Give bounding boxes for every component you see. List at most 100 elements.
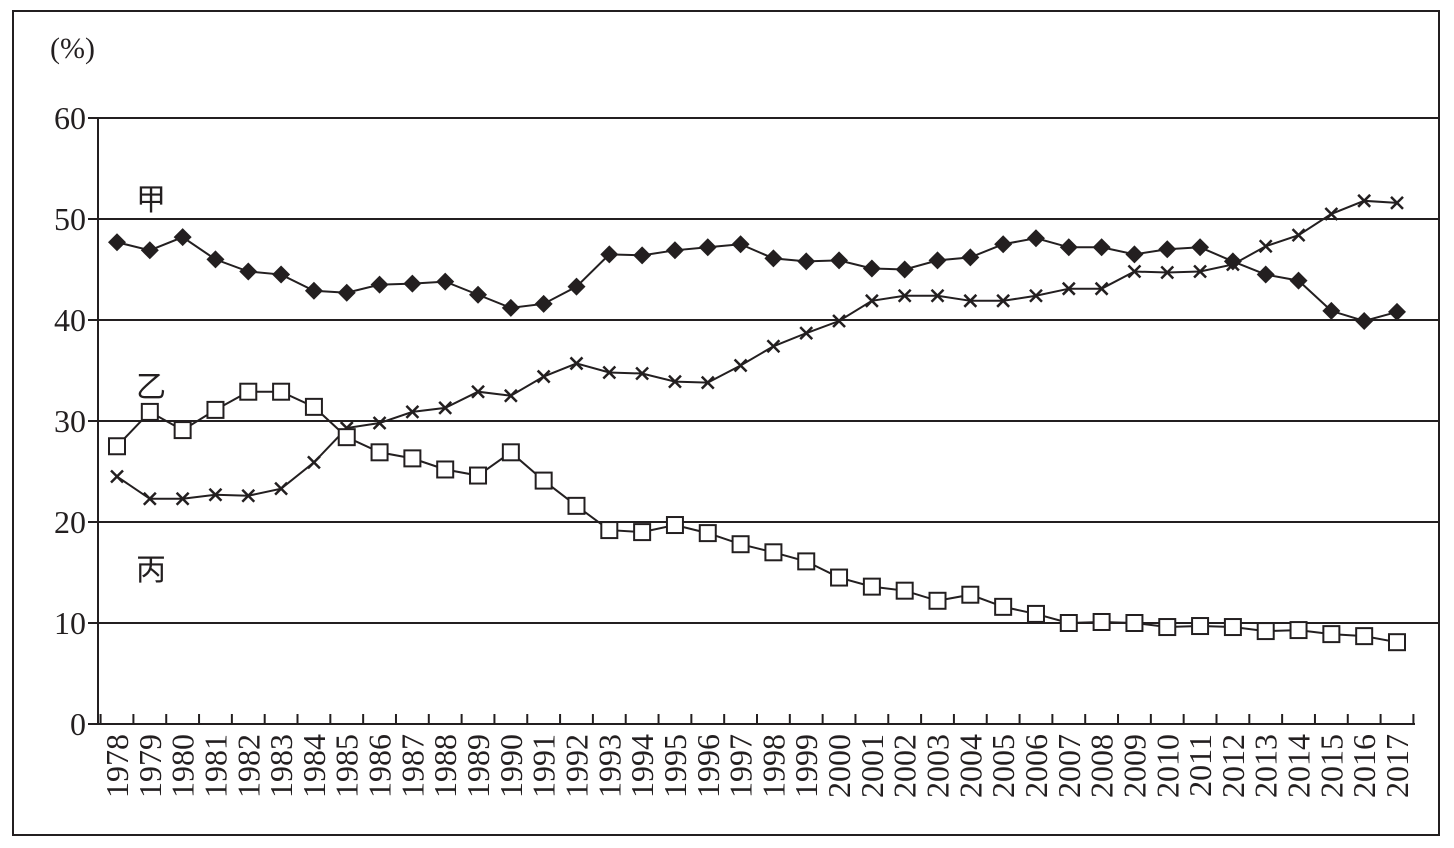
data-point-series3-2009 (1125, 614, 1144, 632)
x-tick-label-2005: 2005 (985, 734, 1021, 798)
data-point-series1-1979 (140, 241, 159, 260)
data-point-series3-1995 (665, 516, 684, 535)
data-point-series3-1997 (731, 535, 750, 554)
x-tick-labels: 1978197919801981198219831984198519861987… (99, 734, 1415, 798)
data-point-series1-1981 (206, 250, 225, 269)
x-tick-label-1990: 1990 (493, 734, 529, 798)
data-point-series3-1986 (370, 443, 389, 462)
x-tick-label-1995: 1995 (657, 734, 693, 798)
data-point-series3-2006 (1026, 604, 1045, 623)
data-point-series3-2001 (862, 577, 881, 596)
data-point-series2-1994 (635, 366, 650, 381)
data-point-series1-2009 (1125, 245, 1144, 264)
series-label-2: 乙 (136, 371, 166, 404)
data-point-series2-1992 (569, 356, 584, 371)
y-axis-unit-label: (%) (50, 32, 95, 65)
x-tick-label-1989: 1989 (460, 734, 496, 798)
data-point-series1-2010 (1158, 240, 1177, 259)
data-point-series2-2008 (1094, 281, 1109, 296)
data-point-series2-2013 (1258, 239, 1273, 254)
x-tick-label-2017: 2017 (1379, 734, 1415, 798)
x-tick-label-1980: 1980 (165, 734, 201, 798)
data-point-series1-2007 (1059, 238, 1078, 257)
x-tick-label-1985: 1985 (329, 734, 365, 798)
data-point-series3-2015 (1322, 625, 1341, 644)
data-point-series3-1979 (140, 402, 159, 421)
data-point-series3-1993 (600, 521, 619, 540)
y-tick-label-30: 30 (54, 403, 86, 439)
data-point-series3-1988 (436, 460, 455, 479)
data-point-series2-2016 (1357, 193, 1372, 208)
data-point-series2-1988 (438, 400, 453, 415)
data-point-series2-1997 (733, 358, 748, 373)
data-point-series3-2013 (1256, 622, 1275, 641)
data-point-series2-2010 (1160, 265, 1175, 280)
data-point-series1-1989 (469, 285, 488, 304)
data-point-series1-2006 (1026, 229, 1045, 248)
y-tick-label-40: 40 (54, 302, 86, 338)
x-tick-label-2009: 2009 (1116, 734, 1152, 798)
series-labels: 甲乙丙 (136, 184, 166, 587)
data-point-series2-2002 (897, 288, 912, 303)
series-line-2 (116, 199, 1398, 500)
data-point-series2-2001 (864, 293, 879, 308)
y-tick-label-60: 60 (54, 100, 86, 136)
x-tick-label-2016: 2016 (1346, 734, 1382, 798)
x-tick-label-1994: 1994 (624, 734, 660, 798)
data-point-series1-1996 (698, 238, 717, 257)
x-tick-label-2014: 2014 (1281, 734, 1317, 798)
data-point-series2-1991 (536, 369, 551, 384)
y-tick-label-10: 10 (54, 605, 86, 641)
data-point-series3-2007 (1059, 614, 1078, 632)
gridlines (98, 117, 1438, 624)
data-point-series2-1989 (471, 384, 485, 399)
data-point-series3-1982 (239, 382, 258, 401)
data-point-series3-2012 (1223, 618, 1242, 637)
data-point-series2-1981 (208, 487, 223, 502)
data-point-series2-2006 (1029, 288, 1043, 303)
data-point-series1-2002 (895, 260, 914, 279)
data-point-series3-1996 (698, 524, 717, 543)
data-point-series2-2014 (1291, 228, 1306, 243)
data-point-series1-2001 (862, 259, 881, 278)
data-point-series1-1995 (665, 241, 684, 260)
data-point-series2-2000 (832, 314, 846, 328)
data-point-series3-1984 (304, 397, 323, 416)
data-point-series2-2005 (996, 293, 1011, 308)
data-point-series1-2012 (1223, 252, 1242, 271)
x-tick-label-2004: 2004 (952, 734, 988, 798)
data-point-series1-1991 (534, 294, 553, 313)
data-point-series2-1998 (766, 339, 781, 354)
data-point-series2-2015 (1324, 207, 1339, 221)
x-tick-label-1984: 1984 (296, 734, 332, 798)
data-point-series1-1978 (108, 233, 126, 252)
data-point-series3-2011 (1191, 617, 1210, 636)
data-point-series2-1982 (241, 488, 256, 503)
x-tick-label-1981: 1981 (197, 734, 233, 798)
series-lines (108, 193, 1406, 652)
data-point-series2-1987 (405, 405, 420, 419)
data-point-series2-1990 (503, 388, 518, 403)
data-point-series1-1992 (567, 277, 586, 296)
x-tick-label-2012: 2012 (1215, 734, 1251, 798)
x-tick-label-1983: 1983 (263, 734, 299, 798)
series-label-3: 丙 (136, 554, 166, 587)
data-point-series3-2016 (1355, 627, 1374, 646)
x-tick-label-1998: 1998 (755, 734, 791, 798)
data-point-series3-2002 (895, 581, 914, 600)
x-tick-label-1988: 1988 (427, 734, 463, 798)
data-point-series1-1987 (403, 274, 422, 293)
x-tick-label-1992: 1992 (558, 734, 594, 798)
data-point-series1-1980 (173, 228, 192, 247)
x-tick-label-1997: 1997 (723, 734, 759, 798)
data-point-series1-2017 (1388, 302, 1406, 321)
x-tick-label-2015: 2015 (1313, 734, 1349, 798)
data-point-series3-2008 (1092, 612, 1111, 631)
data-point-series1-2005 (994, 235, 1013, 254)
data-point-series1-2008 (1092, 238, 1111, 257)
data-point-series1-2013 (1256, 265, 1275, 284)
x-tick-label-1996: 1996 (690, 734, 726, 798)
data-point-series2-2003 (930, 288, 945, 303)
data-point-series1-2015 (1322, 301, 1341, 320)
